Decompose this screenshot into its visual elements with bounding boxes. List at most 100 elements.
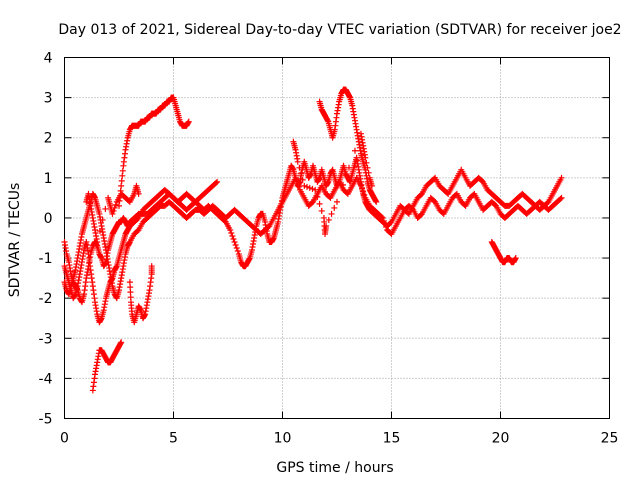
data-point [296, 164, 303, 171]
data-point [96, 227, 103, 234]
x-axis-label: GPS time / hours [276, 460, 393, 476]
data-point [417, 211, 424, 218]
data-point [478, 177, 485, 184]
data-point [228, 229, 235, 236]
data-point [361, 191, 368, 198]
x-tick-label: 15 [383, 431, 401, 447]
data-point [331, 204, 338, 211]
x-tick-label: 0 [60, 431, 69, 447]
series-track-f [89, 339, 125, 394]
data-point [357, 182, 364, 189]
data-point [316, 200, 323, 207]
x-tick-label: 25 [601, 431, 619, 447]
data-point [544, 199, 551, 206]
data-point [126, 279, 133, 286]
data-point [127, 284, 134, 291]
grid-lines [64, 57, 610, 419]
series-track-e [316, 86, 380, 205]
data-point [148, 263, 155, 270]
data-point [304, 183, 311, 190]
data-point [265, 223, 272, 230]
data-point [363, 159, 370, 166]
data-point [231, 239, 238, 246]
data-point [512, 255, 519, 262]
data-points [61, 86, 565, 394]
data-point [365, 169, 372, 176]
data-point [233, 245, 240, 252]
data-point [109, 210, 116, 217]
data-point [232, 242, 239, 249]
data-point [378, 213, 385, 220]
data-point [387, 219, 394, 226]
data-point [379, 214, 386, 221]
data-point [368, 182, 375, 189]
data-point [116, 202, 122, 209]
data-point [299, 176, 306, 183]
data-point [325, 216, 332, 223]
data-point [328, 210, 335, 217]
data-point [309, 185, 316, 192]
x-tick-label: 5 [169, 431, 178, 447]
data-point [102, 205, 109, 212]
data-point [558, 174, 565, 181]
data-point [318, 207, 325, 214]
data-point [557, 195, 564, 202]
data-point [118, 177, 125, 184]
y-tick-label: 0 [44, 211, 53, 227]
data-point [362, 154, 369, 161]
data-point [229, 232, 236, 239]
data-point [134, 215, 141, 222]
data-point [118, 339, 125, 346]
data-point [111, 204, 118, 211]
data-point [234, 248, 241, 255]
axis-ticks [64, 57, 610, 419]
series-track-a [61, 154, 565, 306]
data-point [227, 226, 234, 233]
data-point [306, 184, 313, 191]
data-point [214, 178, 221, 185]
y-tick-label: -3 [39, 331, 53, 347]
x-tick-label: 10 [274, 431, 292, 447]
data-point [230, 236, 237, 243]
data-point [373, 198, 380, 205]
data-point [110, 207, 117, 214]
y-tick-label: -1 [39, 251, 53, 267]
data-point [314, 193, 321, 200]
data-point [94, 239, 101, 246]
data-point [295, 183, 302, 190]
x-tick-label: 20 [492, 431, 510, 447]
series-track-h [83, 182, 142, 246]
series-track-j [290, 130, 375, 237]
data-point [417, 191, 424, 198]
series-track-g [126, 263, 155, 326]
y-tick-label: 2 [44, 131, 53, 147]
data-point [119, 172, 126, 179]
y-axis-label: SDTVAR / TECUs [7, 183, 23, 298]
data-point [298, 170, 305, 177]
data-point [301, 182, 308, 189]
data-point [558, 194, 565, 201]
data-point [185, 118, 192, 125]
chart-title: Day 013 of 2021, Sidereal Day-to-day VTE… [58, 22, 621, 38]
data-point [294, 158, 301, 165]
y-tick-label: -4 [39, 371, 53, 387]
data-point [380, 217, 387, 224]
data-point [323, 222, 330, 229]
data-point [135, 190, 142, 197]
data-point [112, 201, 119, 208]
data-point [431, 197, 438, 204]
data-point [364, 164, 371, 171]
data-point [119, 167, 126, 174]
data-point [118, 182, 125, 189]
data-point [492, 201, 499, 208]
data-point [99, 216, 106, 223]
tick-labels: 0 5 10 15 20 25 -5 -4 -3 -2 -1 0 1 2 3 4 [39, 51, 619, 447]
data-point [351, 147, 358, 154]
data-point [308, 199, 315, 206]
data-point [213, 179, 220, 186]
data-point [127, 294, 134, 301]
data-point [312, 186, 319, 193]
series-track-c [61, 178, 221, 326]
